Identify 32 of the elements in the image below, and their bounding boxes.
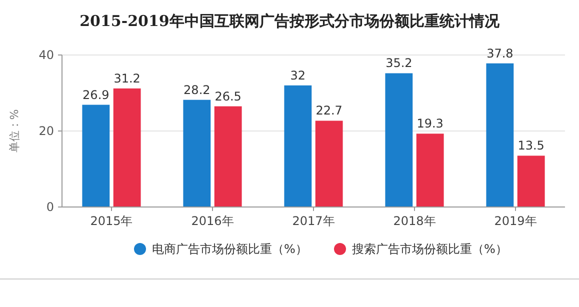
bar (517, 156, 545, 207)
data-label: 31.2 (114, 71, 140, 86)
bar (315, 120, 343, 207)
data-label: 19.3 (416, 116, 444, 131)
bar (183, 100, 211, 207)
chart-title: 2015-2019年中国互联网广告按形式分市场份额比重统计情况 (80, 12, 500, 30)
x-tick-label: 2018年 (393, 214, 436, 228)
data-label: 26.5 (214, 89, 242, 104)
bar (385, 73, 413, 207)
bar (486, 63, 514, 207)
data-label: 13.5 (518, 138, 544, 153)
bar (113, 88, 141, 207)
bar (214, 106, 242, 207)
bar (416, 134, 444, 207)
data-label: 28.2 (184, 82, 210, 97)
y-tick-label: 0 (46, 200, 54, 214)
legend-label: 搜索广告市场份额比重（%） (352, 242, 508, 256)
data-label: 35.2 (386, 56, 412, 70)
x-tick-label: 2017年 (292, 214, 335, 228)
data-label: 22.7 (316, 104, 342, 118)
y-axis-title: 单位：% (8, 109, 21, 153)
data-label: 37.8 (486, 46, 514, 60)
y-tick-label: 40 (38, 48, 54, 62)
x-tick-label: 2019年 (494, 214, 537, 228)
bar (284, 85, 312, 207)
x-tick-label: 2016年 (191, 214, 234, 228)
legend-label: 电商广告市场份额比重（%） (152, 242, 308, 256)
bar (82, 104, 110, 207)
data-label: 26.9 (82, 88, 110, 102)
y-tick-label: 20 (38, 124, 54, 138)
x-tick-label: 2015年 (90, 214, 133, 228)
data-label: 32 (290, 68, 306, 82)
